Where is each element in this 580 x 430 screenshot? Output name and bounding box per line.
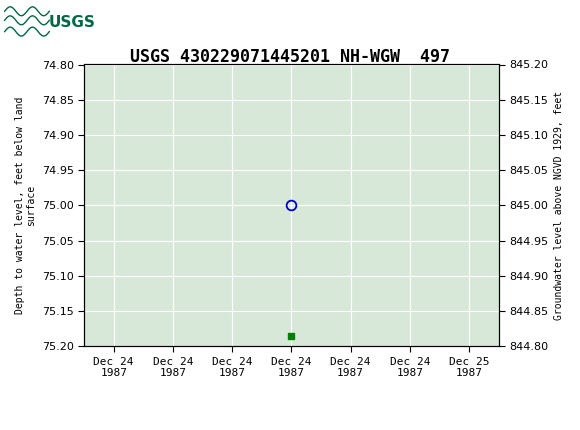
Text: USGS 430229071445201 NH-WGW  497: USGS 430229071445201 NH-WGW 497 (130, 48, 450, 66)
Y-axis label: Groundwater level above NGVD 1929, feet: Groundwater level above NGVD 1929, feet (554, 91, 564, 320)
Text: USGS: USGS (49, 15, 96, 30)
Bar (3, 3, 107, 42)
Y-axis label: Depth to water level, feet below land
surface: Depth to water level, feet below land su… (14, 97, 36, 314)
